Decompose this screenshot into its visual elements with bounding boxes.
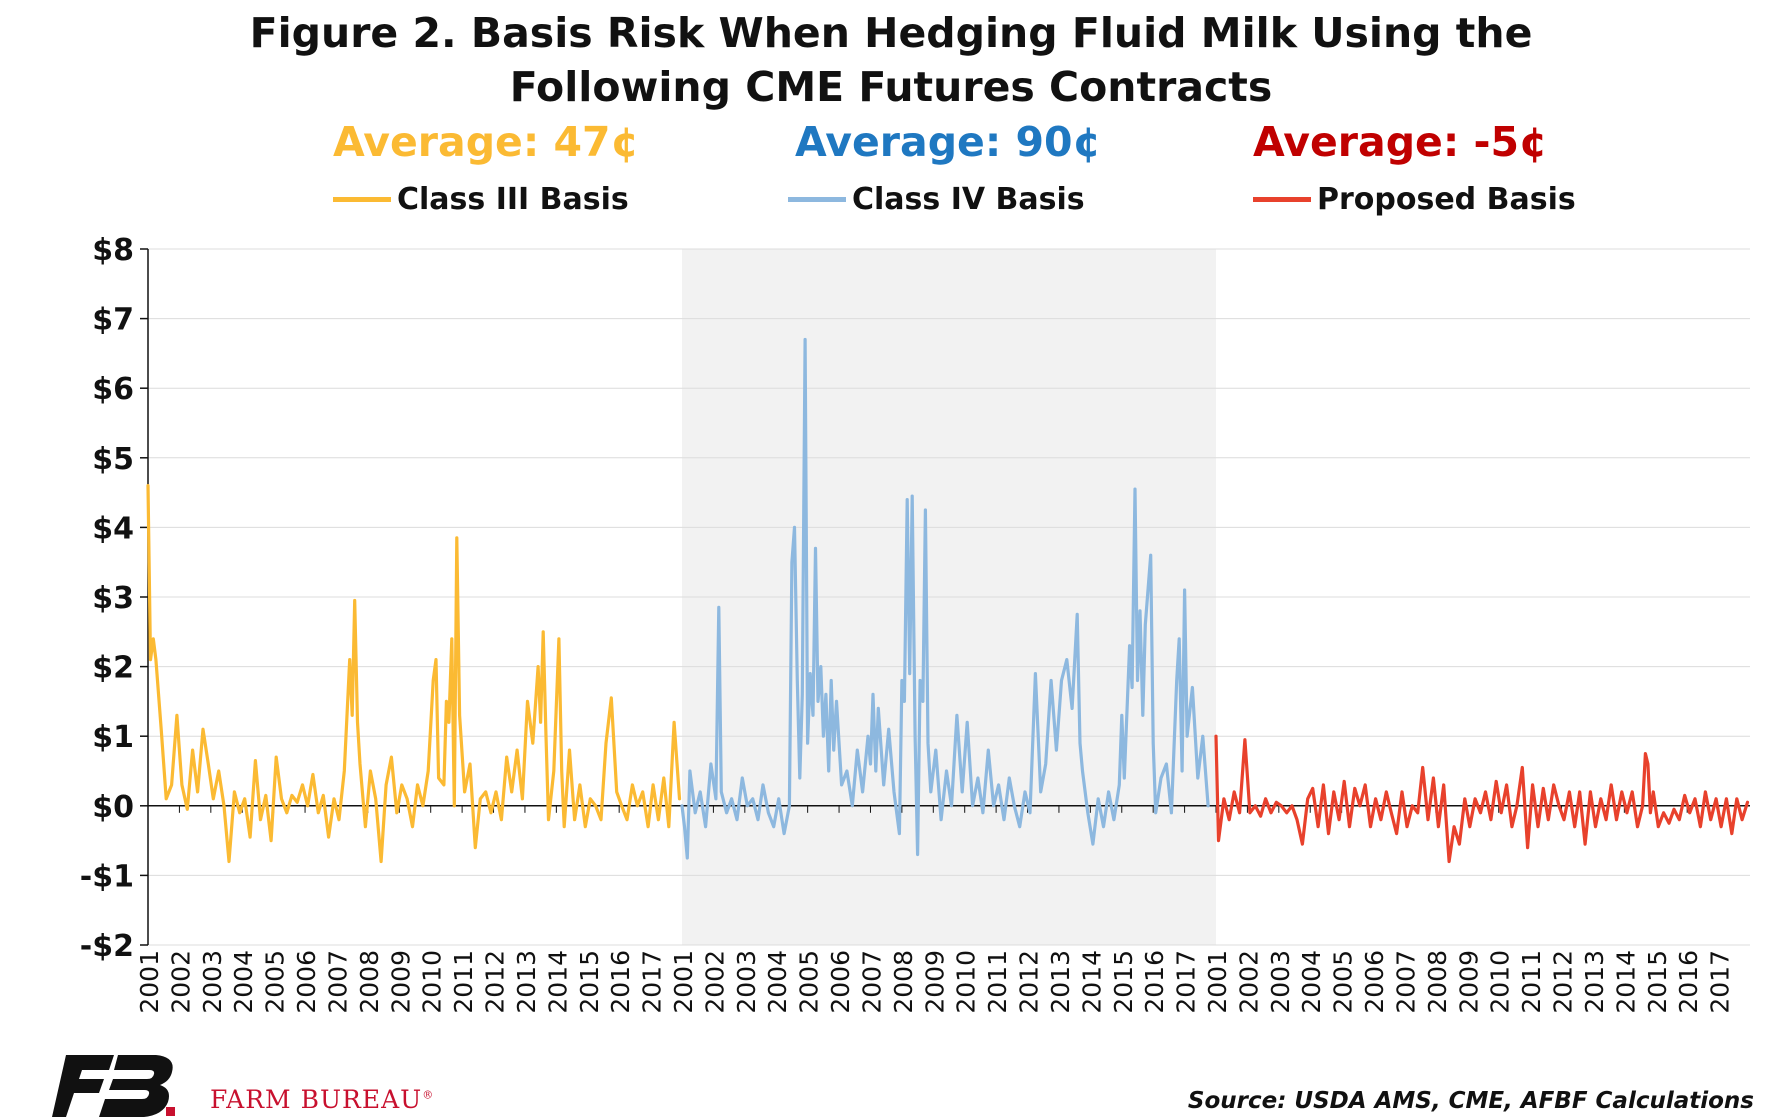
class-iii-average-label: Average: 47¢ [333,118,640,166]
legend-swatch-proposed [1253,196,1311,202]
x-tick-label: 2017 [1172,950,1201,1014]
x-tick-label: 2010 [952,950,981,1014]
x-tick-label: 2006 [1360,950,1389,1014]
y-tick-label: $2 [92,651,134,686]
x-tick-label: 2003 [732,950,761,1014]
x-tick-label: 2004 [1297,950,1326,1014]
x-tick-label: 2017 [638,950,667,1014]
y-tick-label: $4 [92,511,134,546]
farm-bureau-wordmark-text: FARM BUREAU [210,1085,423,1114]
legend-entry-class-iv: Class IV Basis [788,181,1085,217]
x-tick-label: 2004 [763,950,792,1014]
x-tick-label: 2006 [292,950,321,1014]
x-tick-label: 2016 [606,950,635,1014]
y-tick-label: -$1 [80,859,134,894]
y-tick-label: $5 [92,442,134,477]
chart-title: Figure 2. Basis Risk When Hedging Fluid … [0,6,1782,114]
x-tick-label: 2001 [1203,950,1232,1014]
x-tick-label: 2009 [920,950,949,1014]
x-tick-label: 2017 [1706,950,1735,1014]
x-tick-label: 2011 [983,950,1012,1014]
x-tick-label: 2003 [198,950,227,1014]
x-tick-label: 2011 [449,950,478,1014]
y-tick-label: $8 [92,233,134,268]
x-tick-label: 2013 [1580,950,1609,1014]
y-tick-label: $7 [92,303,134,338]
legend-label-class-iv: Class IV Basis [852,181,1085,217]
x-tick-label: 2005 [261,950,290,1014]
x-tick-label: 2003 [1266,950,1295,1014]
x-tick-label: 2013 [1046,950,1075,1014]
farm-bureau-logo [52,1055,175,1117]
farm-bureau-wordmark: FARM BUREAU® [210,1085,434,1114]
x-tick-label: 2008 [1423,950,1452,1014]
y-tick-label: $6 [92,372,134,407]
legend-entry-class-iii: Class III Basis [333,181,629,217]
x-tick-label: 2010 [418,950,447,1014]
farm-bureau-logo-mark [52,1055,175,1117]
x-tick-label: 2013 [512,950,541,1014]
x-tick-label: 2002 [700,950,729,1014]
legend-swatch-class-iv [788,196,846,202]
x-tick-label: 2012 [1549,950,1578,1014]
x-tick-label: 2007 [857,950,886,1014]
x-tick-label: 2014 [543,950,572,1014]
series-line-class-iv-basis [680,337,1210,860]
y-tick-label: -$2 [80,929,134,964]
x-tick-label: 2010 [1486,950,1515,1014]
proposed-average-label: Average: -5¢ [1253,118,1548,166]
class-iv-average-label: Average: 90¢ [795,118,1102,166]
legend-entry-proposed: Proposed Basis [1253,181,1576,217]
x-tick-label: 2008 [889,950,918,1014]
x-tick-label: 2006 [826,950,855,1014]
source-note: Source: USDA AMS, CME, AFBF Calculations [1187,1088,1754,1114]
x-tick-label: 2016 [1140,950,1169,1014]
x-tick-label: 2002 [166,950,195,1014]
y-tick-label: $0 [92,790,134,825]
x-tick-label: 2016 [1674,950,1703,1014]
x-tick-label: 2011 [1517,950,1546,1014]
legend-label-proposed: Proposed Basis [1317,181,1576,217]
x-tick-label: 2008 [355,950,384,1014]
x-tick-label: 2005 [795,950,824,1014]
x-tick-label: 2001 [669,950,698,1014]
x-tick-label: 2009 [386,950,415,1014]
series-line-proposed-basis [1214,734,1750,864]
x-tick-label: 2014 [1611,950,1640,1014]
x-tick-label: 2002 [1234,950,1263,1014]
y-tick-label: $3 [92,581,134,616]
x-tick-label: 2005 [1329,950,1358,1014]
x-tick-label: 2015 [1643,950,1672,1014]
registered-mark: ® [422,1088,435,1102]
y-tick-label: $1 [92,720,134,755]
x-tick-label: 2007 [1391,950,1420,1014]
x-tick-label: 2012 [481,950,510,1014]
x-tick-label: 2015 [1109,950,1138,1014]
x-tick-label: 2009 [1454,950,1483,1014]
series-line-class-iii-basis [146,484,682,864]
x-tick-label: 2001 [135,950,164,1014]
legend-swatch-class-iii [333,196,391,202]
x-tick-label: 2012 [1015,950,1044,1014]
x-tick-label: 2015 [575,950,604,1014]
chart-title-line-2: Following CME Futures Contracts [509,63,1273,111]
x-tick-label: 2007 [323,950,352,1014]
legend-label-class-iii: Class III Basis [397,181,629,217]
x-tick-label: 2014 [1077,950,1106,1014]
chart-title-line-1: Figure 2. Basis Risk When Hedging Fluid … [249,9,1533,57]
x-tick-label: 2004 [229,950,258,1014]
